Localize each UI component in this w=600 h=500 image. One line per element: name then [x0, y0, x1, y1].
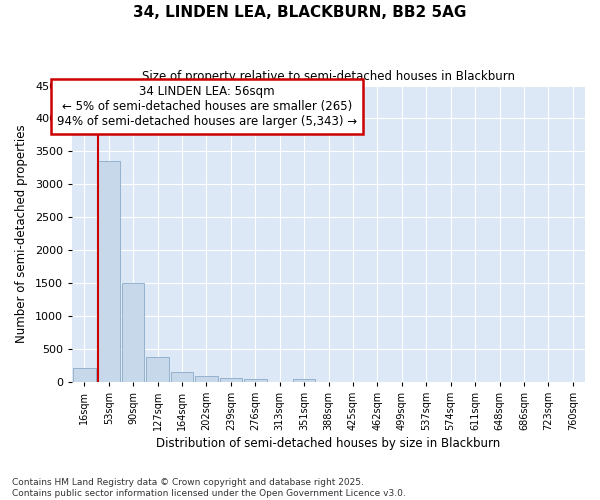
- Bar: [293, 380, 316, 382]
- Y-axis label: Number of semi-detached properties: Number of semi-detached properties: [15, 124, 28, 343]
- Bar: [97, 161, 120, 382]
- Bar: [122, 283, 145, 382]
- X-axis label: Distribution of semi-detached houses by size in Blackburn: Distribution of semi-detached houses by …: [157, 437, 500, 450]
- Text: 34, LINDEN LEA, BLACKBURN, BB2 5AG: 34, LINDEN LEA, BLACKBURN, BB2 5AG: [133, 5, 467, 20]
- Bar: [146, 356, 169, 382]
- Bar: [195, 376, 218, 382]
- Bar: [73, 368, 95, 382]
- Bar: [244, 380, 266, 382]
- Bar: [220, 378, 242, 382]
- Bar: [171, 372, 193, 382]
- Text: Contains HM Land Registry data © Crown copyright and database right 2025.
Contai: Contains HM Land Registry data © Crown c…: [12, 478, 406, 498]
- Title: Size of property relative to semi-detached houses in Blackburn: Size of property relative to semi-detach…: [142, 70, 515, 83]
- Text: 34 LINDEN LEA: 56sqm
← 5% of semi-detached houses are smaller (265)
94% of semi-: 34 LINDEN LEA: 56sqm ← 5% of semi-detach…: [57, 85, 357, 128]
